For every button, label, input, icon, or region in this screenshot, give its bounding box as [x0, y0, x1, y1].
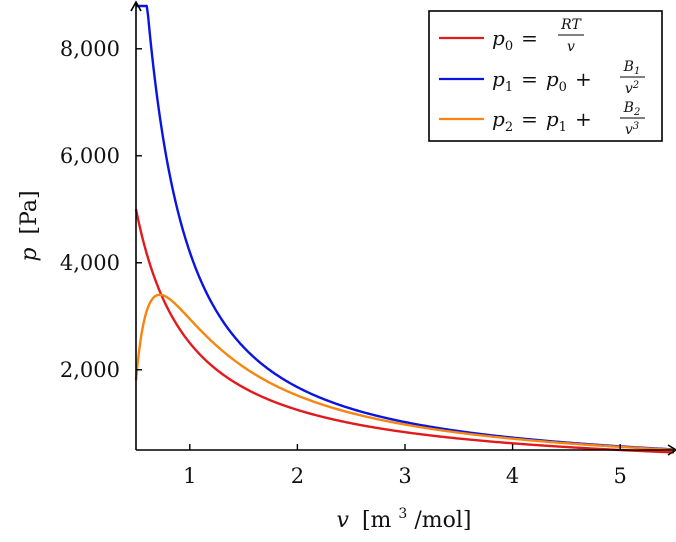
legend-entry-p1: p1 = p0 + B1 v2 — [439, 59, 645, 97]
y-tick-label-2000: 2,000 — [60, 358, 120, 382]
legend-label-p2: p2 = p1 + — [492, 107, 592, 135]
plot-area — [134, 4, 675, 454]
y-axis-var: p — [17, 248, 42, 262]
legend-frac-num-p0: RT — [560, 17, 582, 33]
legend-label-p0: p0 = — [492, 26, 538, 54]
legend-label-p1: p1 = p0 + — [492, 67, 592, 95]
x-tick-label-5: 5 — [614, 464, 627, 488]
legend-entry-p0: p0 = RT v — [439, 17, 584, 55]
x-tick-label-4: 4 — [506, 464, 519, 488]
y-tick-label-4000: 4,000 — [60, 251, 120, 275]
legend-frac-den-p0: v — [567, 39, 575, 55]
x-tick-label-2: 2 — [291, 464, 304, 488]
y-tick-label-6000: 6,000 — [60, 144, 120, 168]
y-axis-unit: [Pa] — [17, 190, 42, 234]
y-axis-arrow-icon — [130, 0, 142, 12]
legend-frac-den-p2: v3 — [625, 121, 639, 138]
x-tick-label-3: 3 — [398, 464, 411, 488]
x-axis-label: v [m 3 /mol] — [337, 499, 472, 533]
x-tick-label-1: 1 — [183, 464, 196, 488]
x-axis-var: v — [337, 508, 350, 533]
y-tick-label-8000: 8,000 — [60, 37, 120, 61]
legend-frac-num-p2: B2 — [623, 100, 641, 118]
legend-frac-den-p1: v2 — [625, 80, 639, 97]
legend-entry-p2: p2 = p1 + B2 v3 — [439, 100, 645, 138]
x-axis-arrow-icon — [667, 444, 676, 456]
y-axis-label: p [Pa] — [17, 190, 42, 261]
series-line-p2 — [134, 293, 675, 452]
series-line-p0 — [134, 209, 675, 454]
y-ticks: 2,000 4,000 6,000 8,000 — [60, 37, 142, 382]
x-axis-unit-sup: 3 — [398, 506, 407, 522]
x-axis-unit-close: /mol] — [414, 508, 471, 533]
legend: p0 = RT v p1 = p0 + B1 v2 p2 = p1 + B2 v3 — [428, 10, 663, 142]
x-ticks: 1 2 3 4 5 — [183, 444, 627, 488]
legend-frac-num-p1: B1 — [623, 59, 641, 77]
x-axis-unit-open: [m — [362, 508, 392, 533]
